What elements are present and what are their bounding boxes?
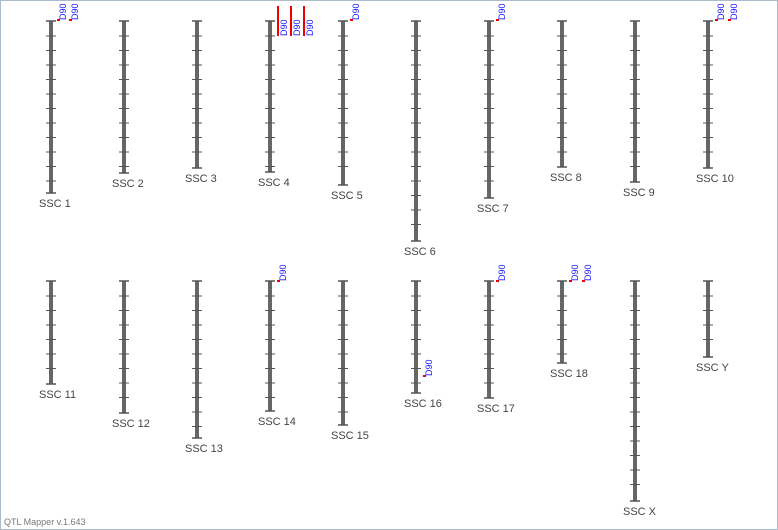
qtl-label: D90 — [497, 264, 507, 281]
chromosome — [268, 21, 272, 172]
chromosome — [633, 21, 637, 182]
qtl-marker — [728, 19, 731, 21]
qtl-label: D90 — [583, 264, 593, 281]
qtl-label: D90 — [570, 264, 580, 281]
qtl-label: D90 — [424, 359, 434, 376]
chromosome-label: SSC 7 — [477, 203, 509, 215]
qtl-label: D90 — [58, 3, 68, 20]
chromosome-label: SSC 15 — [331, 430, 369, 442]
qtl-label: D90 — [729, 3, 739, 20]
qtl-marker — [496, 280, 499, 282]
chromosome — [195, 281, 199, 438]
chromosome — [122, 281, 126, 413]
chromosome-label: SSC 17 — [477, 403, 515, 415]
chromosome-label: SSC 6 — [404, 246, 436, 258]
chromosome-label: SSC 1 — [39, 198, 71, 210]
chromosome — [49, 281, 53, 384]
chromosome-label: SSC 2 — [112, 178, 144, 190]
chromosome — [49, 21, 53, 193]
qtl-marker — [582, 280, 585, 282]
chromosome — [560, 281, 564, 363]
chromosome-label: SSC 13 — [185, 443, 223, 455]
qtl-label: D90 — [497, 3, 507, 20]
chromosome — [706, 281, 710, 357]
qtl-label: D90 — [278, 264, 288, 281]
qtl-marker — [69, 19, 72, 21]
footer: QTL Mapper v.1.643 — [4, 517, 86, 527]
chromosome-label: SSC 4 — [258, 177, 290, 189]
chromosome-label: SSC 10 — [696, 173, 734, 185]
chromosome-label: SSC X — [623, 506, 657, 518]
chromosome — [341, 21, 345, 185]
chromosome-label: SSC 16 — [404, 398, 442, 410]
qtl-marker — [496, 19, 499, 21]
qtl-label: D90 — [305, 19, 315, 36]
qtl-marker — [57, 19, 60, 21]
chromosome-label: SSC 3 — [185, 173, 217, 185]
chromosome — [414, 281, 418, 393]
qtl-label: D90 — [351, 3, 361, 20]
qtl-marker — [715, 19, 718, 21]
qtl-marker — [350, 19, 353, 21]
chromosome-label: SSC 11 — [39, 389, 76, 401]
chromosome-label: SSC 12 — [112, 418, 150, 430]
qtl-label: D90 — [292, 19, 302, 36]
chromosome — [341, 281, 345, 425]
chromosome — [414, 21, 418, 241]
qtl-marker — [423, 375, 426, 377]
chromosome-label: SSC 8 — [550, 172, 582, 184]
qtl-label: D90 — [716, 3, 726, 20]
chromosome — [268, 281, 272, 411]
qtl-label: D90 — [70, 3, 80, 20]
chromosome-label: SSC 9 — [623, 187, 655, 199]
chromosome-label: SSC 5 — [331, 190, 363, 202]
chromosome — [633, 281, 637, 501]
chromosome — [122, 21, 126, 173]
chromosome-label: SSC Y — [696, 362, 729, 374]
qtl-marker — [569, 280, 572, 282]
chromosome — [487, 21, 491, 198]
qtl-marker — [277, 280, 280, 282]
chromosome-label: SSC 18 — [550, 368, 588, 380]
chromosome-label: SSC 14 — [258, 416, 296, 428]
qtl-label: D90 — [279, 19, 289, 36]
